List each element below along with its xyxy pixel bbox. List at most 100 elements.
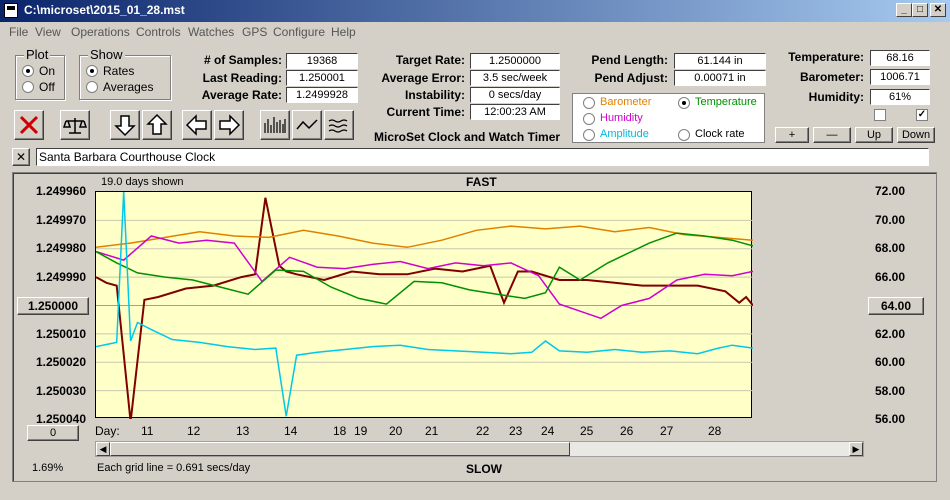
down-button[interactable]: Down	[897, 127, 935, 143]
target-rate-label: Target Rate:	[395, 53, 465, 67]
humidity-field: 61%	[870, 89, 930, 105]
x-tick: 12	[187, 424, 201, 438]
close-clock-button[interactable]: ✕	[12, 148, 30, 166]
arrow-down-button[interactable]	[110, 110, 140, 140]
offset-button[interactable]: 0	[27, 425, 79, 441]
last-reading-label: Last Reading:	[202, 71, 282, 85]
wave-chart-button[interactable]	[324, 110, 354, 140]
series-line-0	[95, 197, 754, 422]
x-tick: 26	[620, 424, 634, 438]
menu-controls[interactable]: Controls	[136, 25, 181, 39]
maximize-button[interactable]: □	[912, 3, 928, 17]
arrow-up-button[interactable]	[142, 110, 172, 140]
radio-dot[interactable]	[86, 81, 98, 93]
temperature-label: Temperature:	[788, 50, 864, 64]
show-group-label: Show	[88, 47, 125, 62]
checkbox-unchecked[interactable]	[874, 109, 886, 121]
menu-gps[interactable]: GPS	[242, 25, 268, 39]
bar-chart-button[interactable]	[260, 110, 290, 140]
x-tick: 28	[708, 424, 722, 438]
clock-name-field[interactable]: Santa Barbara Courthouse Clock	[36, 148, 929, 166]
minus-button[interactable]: —	[813, 127, 851, 143]
clear-button[interactable]	[14, 110, 44, 140]
pend-adjust-field: 0.00071 in	[674, 70, 766, 86]
menu-view[interactable]: View	[35, 25, 61, 39]
x-tick: 11	[141, 424, 154, 438]
arrow-left-button[interactable]	[182, 110, 212, 140]
scroll-thumb[interactable]	[110, 442, 570, 456]
minimize-button[interactable]: _	[896, 3, 912, 17]
series-line-4	[95, 191, 754, 417]
plot-area[interactable]	[95, 191, 754, 422]
menu-operations[interactable]: Operations	[71, 25, 130, 39]
radio-dot[interactable]	[86, 65, 98, 77]
up-button[interactable]: Up	[855, 127, 893, 143]
day-label: Day:	[95, 424, 120, 438]
title-bar: C:\microset\2015_01_28.mst _ □ ✕	[0, 0, 950, 22]
left-tick-8: 1.250030	[35, 384, 86, 398]
line-chart-icon	[296, 119, 318, 130]
arrow-down-icon	[114, 115, 136, 137]
radio-dot[interactable]	[22, 65, 34, 77]
window-title: C:\microset\2015_01_28.mst	[24, 3, 185, 17]
radio-dot[interactable]	[583, 97, 595, 109]
left-axis-button[interactable]: 1.250000	[17, 297, 89, 315]
show-group: Show	[79, 47, 171, 100]
target-rate-field: 1.2500000	[470, 53, 560, 69]
bar-chart-icon	[264, 117, 286, 133]
series-line-3	[95, 232, 754, 305]
left-tick-9: 1.250040	[35, 412, 86, 426]
average-error-field: 3.5 sec/week	[470, 70, 560, 86]
x-tick: 22	[476, 424, 490, 438]
average-error-label: Average Error:	[381, 71, 465, 85]
right-tick-2: 70.00	[875, 213, 906, 227]
plot-svg	[95, 191, 754, 422]
series-line-1	[95, 225, 754, 249]
scroll-left-arrow-icon[interactable]: ◀	[96, 442, 110, 456]
x-tick: 19	[354, 424, 368, 438]
radio-dot[interactable]	[678, 97, 690, 109]
right-tick-6: 62.00	[875, 327, 906, 341]
x-tick: 23	[509, 424, 523, 438]
days-shown-label: 19.0 days shown	[101, 176, 184, 188]
grid-note: Each grid line = 0.691 secs/day	[97, 462, 251, 474]
current-time-label: Current Time:	[386, 105, 465, 119]
instability-field: 0 secs/day	[470, 87, 560, 103]
left-tick-4: 1.249990	[35, 270, 86, 284]
menu-watches[interactable]: Watches	[188, 25, 235, 39]
left-tick-2: 1.249970	[35, 213, 86, 227]
arrow-up-icon	[146, 113, 168, 135]
arrow-right-button[interactable]	[214, 110, 244, 140]
horizontal-scrollbar[interactable]: ◀ ▶	[95, 441, 864, 457]
menu-help[interactable]: Help	[331, 25, 356, 39]
plot-group: Plot	[15, 47, 65, 100]
left-tick-6: 1.250010	[35, 327, 86, 341]
plus-button[interactable]: +	[775, 127, 809, 143]
average-rate-label: Average Rate:	[201, 88, 282, 102]
plot-group-label: Plot	[24, 47, 51, 62]
arrow-right-icon	[219, 114, 241, 136]
right-tick-8: 58.00	[875, 384, 906, 398]
instability-label: Instability:	[404, 88, 465, 102]
menu-configure[interactable]: Configure	[273, 25, 326, 39]
radio-dot[interactable]	[22, 81, 34, 93]
left-tick-3: 1.249980	[35, 241, 86, 255]
radio-dot[interactable]	[583, 113, 595, 125]
humidity-label: Humidity:	[808, 90, 864, 104]
app-icon[interactable]	[4, 3, 18, 18]
right-axis-button[interactable]: 64.00	[868, 297, 924, 315]
menu-file[interactable]: File	[9, 25, 29, 39]
radio-dot[interactable]	[678, 129, 690, 141]
close-button[interactable]: ✕	[930, 3, 946, 17]
arrow-left-icon	[185, 114, 207, 136]
zoom-percent: 1.69%	[32, 462, 64, 474]
line-chart-button[interactable]	[292, 110, 322, 140]
barometer-label: Barometer:	[799, 70, 864, 84]
balance-button[interactable]	[60, 110, 90, 140]
temperature-field: 68.16	[870, 50, 930, 66]
x-tick: 25	[580, 424, 594, 438]
checkbox-checked[interactable]: ✓	[916, 109, 928, 121]
radio-dot[interactable]	[583, 129, 595, 141]
left-tick-1: 1.249960	[35, 184, 86, 198]
scroll-right-arrow-icon[interactable]: ▶	[849, 442, 863, 456]
